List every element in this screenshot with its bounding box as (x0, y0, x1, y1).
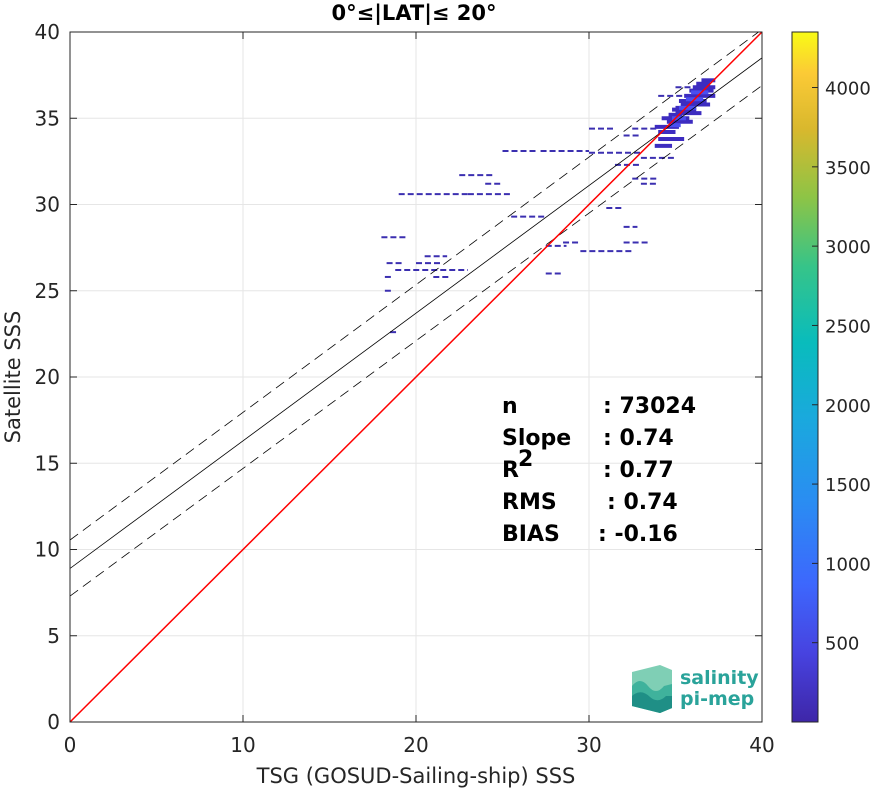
wave-icon (632, 665, 672, 713)
colorbar-ticks: 500 1000 1500 2000 2500 3000 3500 4000 (812, 79, 871, 655)
chart-title: 0°≤|LAT|≤ 20° (331, 1, 496, 26)
y-axis-label: Satellite SSS (1, 311, 25, 444)
logo-line1: salinity (680, 667, 759, 689)
y-tick-label: 20 (35, 365, 60, 389)
y-tick-label: 25 (35, 279, 60, 303)
stat-label: BIAS (502, 522, 560, 547)
colorbar (791, 31, 819, 723)
stat-value: : -0.16 (598, 522, 678, 547)
y-tick-label: 10 (35, 538, 60, 562)
stat-label: Slope (502, 426, 571, 451)
fit-line (70, 57, 762, 569)
logo-line2: pi-mep (680, 688, 754, 710)
colorbar-tick-label: 1500 (825, 475, 871, 496)
stat-superscript: 2 (518, 447, 533, 472)
y-tick-label: 15 (35, 451, 60, 475)
identity-line (70, 32, 762, 722)
salinity-pi-mep-logo: salinity pi-mep (632, 665, 759, 713)
stat-value: : 0.74 (603, 426, 674, 451)
x-tick-label: 10 (230, 733, 255, 757)
axis-ticks: 0 10 20 30 40 0 5 10 15 20 25 30 35 40 (35, 20, 775, 757)
stat-value: : 73024 (603, 394, 696, 419)
x-tick-label: 30 (576, 733, 601, 757)
x-tick-label: 20 (403, 733, 428, 757)
stat-value: : 0.74 (607, 490, 678, 515)
colorbar-tick-label: 1000 (825, 554, 871, 575)
y-tick-label: 0 (47, 710, 60, 734)
colorbar-tick-label: 3500 (825, 158, 871, 179)
colorbar-tick-label: 2000 (825, 396, 871, 417)
y-tick-label: 30 (35, 193, 60, 217)
y-tick-label: 5 (47, 624, 60, 648)
regression-lines (70, 32, 762, 722)
y-tick-label: 40 (35, 20, 60, 44)
x-axis-label: TSG (GOSUD-Sailing-ship) SSS (256, 764, 576, 788)
statistics-panel: n : 73024 Slope : 0.74 R 2 : 0.77 RMS : 0.74 BIAS… (502, 394, 696, 547)
colorbar-tick-label: 4000 (825, 79, 871, 100)
colorbar-tick-label: 3000 (825, 237, 871, 258)
stat-label: n (502, 394, 518, 419)
colorbar-tick-label: 500 (825, 634, 859, 655)
x-tick-label: 0 (64, 733, 77, 757)
stat-label: RMS (502, 490, 557, 515)
colorbar-tick-label: 2500 (825, 316, 871, 337)
y-tick-label: 35 (35, 106, 60, 130)
x-tick-label: 40 (749, 733, 774, 757)
stat-label: R (502, 458, 519, 483)
stat-value: : 0.77 (603, 458, 674, 483)
